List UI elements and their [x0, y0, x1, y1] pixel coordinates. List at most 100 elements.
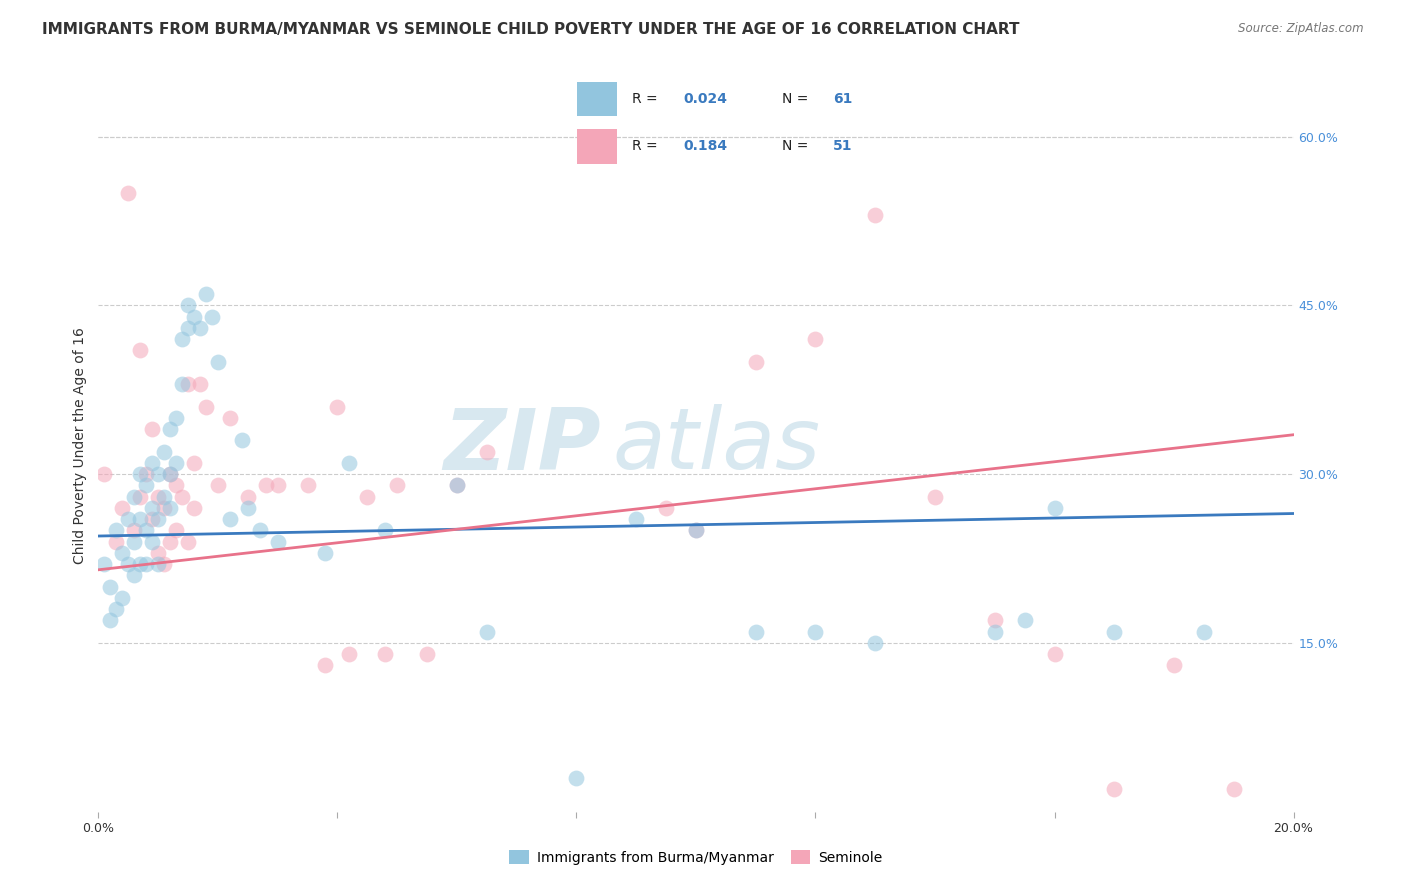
Point	[129, 557, 152, 571]
Text: R =: R =	[631, 139, 658, 153]
Point	[98, 580, 122, 594]
Point	[267, 534, 290, 549]
Point	[111, 546, 134, 560]
Point	[172, 377, 194, 392]
Point	[1104, 624, 1126, 639]
Point	[159, 534, 181, 549]
Y-axis label: Child Poverty Under the Age of 16: Child Poverty Under the Age of 16	[73, 327, 87, 565]
Point	[141, 512, 163, 526]
Point	[148, 557, 170, 571]
Point	[326, 400, 349, 414]
Text: ZIP: ZIP	[443, 404, 600, 488]
Point	[1043, 647, 1066, 661]
Point	[315, 546, 337, 560]
Point	[315, 658, 337, 673]
Point	[804, 624, 827, 639]
Point	[745, 624, 768, 639]
Text: R =: R =	[631, 92, 658, 106]
Point	[165, 456, 187, 470]
Point	[267, 478, 290, 492]
Point	[1043, 500, 1066, 515]
Point	[1104, 782, 1126, 797]
Point	[249, 524, 271, 538]
Point	[984, 614, 1007, 628]
Text: 0.024: 0.024	[683, 92, 727, 106]
Point	[135, 524, 157, 538]
Point	[124, 490, 146, 504]
Point	[135, 467, 157, 482]
Point	[565, 771, 588, 785]
Point	[117, 186, 139, 200]
Point	[111, 591, 134, 605]
Point	[153, 500, 176, 515]
Point	[159, 467, 181, 482]
Point	[141, 500, 163, 515]
Point	[165, 410, 187, 425]
Point	[177, 534, 200, 549]
Point	[159, 467, 181, 482]
Point	[117, 557, 139, 571]
Text: IMMIGRANTS FROM BURMA/MYANMAR VS SEMINOLE CHILD POVERTY UNDER THE AGE OF 16 CORR: IMMIGRANTS FROM BURMA/MYANMAR VS SEMINOL…	[42, 22, 1019, 37]
Point	[165, 524, 187, 538]
Point	[177, 321, 200, 335]
Point	[93, 467, 115, 482]
Point	[207, 354, 229, 368]
Point	[475, 444, 498, 458]
Point	[188, 377, 211, 392]
Point	[339, 647, 361, 661]
Point	[159, 422, 181, 436]
Text: 61: 61	[832, 92, 852, 106]
Point	[685, 524, 707, 538]
Point	[924, 490, 946, 504]
Legend: Immigrants from Burma/Myanmar, Seminole: Immigrants from Burma/Myanmar, Seminole	[503, 845, 889, 871]
Point	[135, 478, 157, 492]
Point	[626, 512, 648, 526]
Point	[129, 490, 152, 504]
Point	[865, 208, 887, 222]
Point	[124, 524, 146, 538]
Point	[129, 343, 152, 358]
Point	[105, 524, 128, 538]
Point	[1192, 624, 1215, 639]
Point	[219, 512, 242, 526]
Point	[177, 377, 200, 392]
Point	[865, 636, 887, 650]
Point	[148, 546, 170, 560]
Point	[1223, 782, 1246, 797]
Point	[475, 624, 498, 639]
Point	[236, 500, 259, 515]
Text: atlas: atlas	[613, 404, 820, 488]
Point	[117, 512, 139, 526]
Point	[183, 310, 205, 324]
Point	[135, 557, 157, 571]
Point	[446, 478, 468, 492]
Text: N =: N =	[782, 92, 808, 106]
Point	[685, 524, 707, 538]
Point	[219, 410, 242, 425]
Point	[254, 478, 277, 492]
Point	[172, 490, 194, 504]
Point	[129, 467, 152, 482]
Point	[236, 490, 259, 504]
Point	[105, 602, 128, 616]
Point	[148, 512, 170, 526]
Point	[374, 524, 396, 538]
Point	[129, 512, 152, 526]
Point	[356, 490, 378, 504]
Point	[207, 478, 229, 492]
Point	[385, 478, 409, 492]
Point	[148, 467, 170, 482]
Point	[1014, 614, 1036, 628]
Point	[148, 490, 170, 504]
Point	[165, 478, 187, 492]
Point	[159, 500, 181, 515]
Point	[153, 557, 176, 571]
Point	[141, 456, 163, 470]
Point	[141, 534, 163, 549]
FancyBboxPatch shape	[576, 128, 617, 163]
Point	[655, 500, 678, 515]
Point	[141, 422, 163, 436]
Point	[111, 500, 134, 515]
Point	[201, 310, 224, 324]
Point	[195, 400, 218, 414]
